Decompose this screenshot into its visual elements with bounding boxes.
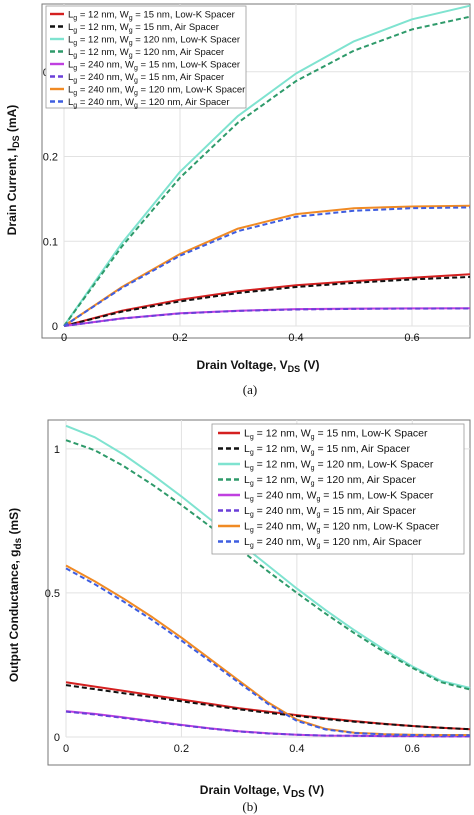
chart-b-gridlines xyxy=(65,420,470,738)
series-line-8 xyxy=(63,206,471,327)
chart-b-tick-labels: 0 0.2 0.4 0.6 0 0.5 1 xyxy=(45,444,420,755)
x-tick-label: 0 xyxy=(61,332,67,344)
legend-label-2: Lg = 12 nm, Wg = 15 nm, Air Spacer xyxy=(244,443,410,457)
series-line-4 xyxy=(63,15,471,327)
series-line-4 xyxy=(65,439,471,691)
x-tick-label: 0.2 xyxy=(174,743,189,755)
series-line-6 xyxy=(63,307,471,327)
series-line-6 xyxy=(65,710,470,738)
legend-label-5: Lg = 240 nm, Wg = 15 nm, Low-K Spacer xyxy=(68,60,240,73)
series-line-1 xyxy=(63,273,471,327)
y-tick-label: 0 xyxy=(54,732,60,744)
x-tick-label: 0.4 xyxy=(288,332,303,344)
legend-label-2: Lg = 12 nm, Wg = 15 nm, Air Spacer xyxy=(68,22,219,35)
legend-label-8: Lg = 240 nm, Wg = 120 nm, Air Spacer xyxy=(244,536,422,550)
y-tick-label: 0.5 xyxy=(45,588,60,600)
legend-label-4: Lg = 12 nm, Wg = 120 nm, Air Spacer xyxy=(244,474,416,488)
legend-label-5: Lg = 240 nm, Wg = 15 nm, Low-K Spacer xyxy=(244,490,434,504)
legend-label-7: Lg = 240 nm, Wg = 120 nm, Low-K Spacer xyxy=(244,521,440,535)
legend-label-4: Lg = 12 nm, Wg = 120 nm, Air Spacer xyxy=(68,47,224,60)
y-tick-label: 0 xyxy=(52,321,58,333)
chart-b-y-axis-label: Output Conductance, gds (mS) xyxy=(7,508,24,682)
legend-label-6: Lg = 240 nm, Wg = 15 nm, Air Spacer xyxy=(68,72,224,85)
x-tick-label: 0 xyxy=(63,743,69,755)
chart-b-caption: (b) xyxy=(242,799,257,814)
chart-a-y-axis-label: Drain Current, IDS (mA) xyxy=(5,105,21,236)
series-line-2 xyxy=(65,684,471,731)
chart-a-x-axis-label: Drain Voltage, VDS (V) xyxy=(197,358,320,374)
x-tick-label: 0.4 xyxy=(289,743,304,755)
x-tick-label: 0.2 xyxy=(172,332,187,344)
legend-label-8: Lg = 240 nm, Wg = 120 nm, Air Spacer xyxy=(68,97,230,110)
chart-b-series-lines xyxy=(65,424,471,738)
x-tick-label: 0.6 xyxy=(405,743,420,755)
chart-b-legend-box xyxy=(211,423,465,555)
legend-label-3: Lg = 12 nm, Wg = 120 nm, Low-K Spacer xyxy=(244,459,434,473)
y-tick-label: 0.2 xyxy=(43,152,58,164)
legend-label-3: Lg = 12 nm, Wg = 120 nm, Low-K Spacer xyxy=(68,35,240,48)
chart-b-output-conductance: 0 0.2 0.4 0.6 0 0.5 1 Lg = 12 nm, Wg = 15 nm, … xyxy=(7,419,471,814)
legend-label-6: Lg = 240 nm, Wg = 15 nm, Air Spacer xyxy=(244,505,416,519)
legend-label-1: Lg = 12 nm, Wg = 15 nm, Low-K Spacer xyxy=(244,428,428,442)
series-line-8 xyxy=(65,567,470,737)
chart-a-drain-current: 00.20.40.600.10.20.3 Lg = 12 nm, Wg = 15… xyxy=(5,3,471,397)
chart-a-legend-box xyxy=(45,5,247,109)
y-tick-label: 0.1 xyxy=(43,236,58,248)
chart-a-caption: (a) xyxy=(243,382,257,397)
chart-b-x-axis-label: Drain Voltage, VDS (V) xyxy=(200,783,324,800)
series-line-3 xyxy=(65,424,471,689)
chart-a-series-lines xyxy=(63,4,471,327)
series-line-3 xyxy=(63,4,471,327)
x-tick-label: 0.6 xyxy=(404,332,419,344)
legend-label-1: Lg = 12 nm, Wg = 15 nm, Low-K Spacer xyxy=(68,10,235,23)
legend-label-7: Lg = 240 nm, Wg = 120 nm, Low-K Spacer xyxy=(68,85,245,98)
y-tick-label: 1 xyxy=(54,444,60,456)
